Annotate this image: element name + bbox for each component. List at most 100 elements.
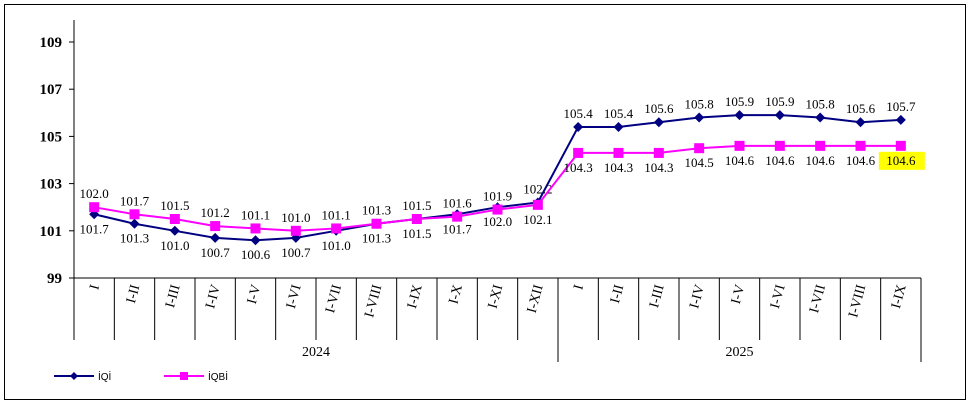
year-label: 2025 bbox=[726, 345, 754, 360]
data-label: 105.6 bbox=[846, 101, 876, 116]
data-label: 101.3 bbox=[362, 231, 391, 246]
x-tick-label: I-VII bbox=[323, 283, 345, 315]
data-label: 101.0 bbox=[281, 210, 310, 225]
square-marker bbox=[250, 223, 261, 234]
diamond-marker bbox=[895, 114, 906, 125]
data-label: 101.7 bbox=[80, 221, 110, 236]
x-tick-label: I-II bbox=[608, 283, 627, 305]
data-label: 105.9 bbox=[725, 94, 754, 109]
x-tick-label: I-V bbox=[245, 283, 265, 306]
y-tick-label: 99 bbox=[47, 271, 62, 287]
diamond-marker bbox=[250, 235, 261, 246]
square-marker bbox=[895, 140, 906, 151]
square-marker bbox=[815, 140, 826, 151]
x-tick-label: I-VII bbox=[807, 283, 829, 315]
x-tick-label: I bbox=[87, 283, 103, 292]
data-label: 102.0 bbox=[80, 186, 109, 201]
x-tick-label: I-II bbox=[124, 283, 143, 305]
diamond-marker bbox=[734, 110, 745, 121]
data-label: 104.6 bbox=[846, 153, 876, 168]
data-label: 105.4 bbox=[564, 106, 594, 121]
square-marker bbox=[694, 143, 705, 154]
x-tick-label: I-VIII bbox=[362, 283, 385, 319]
y-tick-label: 103 bbox=[40, 177, 63, 193]
diamond-marker bbox=[653, 117, 664, 128]
data-label: 101.1 bbox=[241, 207, 270, 222]
square-marker bbox=[532, 199, 543, 210]
square-marker bbox=[855, 140, 866, 151]
diamond-marker bbox=[855, 117, 866, 128]
data-label: 102.2 bbox=[523, 181, 552, 196]
data-label: 104.6 bbox=[725, 153, 755, 168]
square-marker bbox=[452, 211, 463, 222]
data-label: 102.0 bbox=[483, 214, 512, 229]
data-label: 100.7 bbox=[201, 245, 231, 260]
data-label: 104.3 bbox=[644, 160, 673, 175]
x-tick-label: I bbox=[571, 283, 587, 292]
x-tick-label: I-IV bbox=[687, 283, 708, 310]
y-tick-label: 101 bbox=[40, 224, 63, 240]
data-label: 101.0 bbox=[160, 238, 189, 253]
x-tick-label: I-XII bbox=[525, 283, 547, 315]
x-tick-label: I-XI bbox=[486, 283, 507, 310]
diamond-marker bbox=[573, 121, 584, 132]
chart-frame bbox=[4, 4, 966, 400]
x-tick-label: I-VIII bbox=[846, 283, 869, 319]
diamond-marker bbox=[129, 218, 140, 229]
data-label: 104.3 bbox=[564, 160, 593, 175]
data-label: 100.6 bbox=[241, 247, 271, 262]
x-tick-label: I-VI bbox=[768, 283, 789, 310]
square-marker bbox=[734, 140, 745, 151]
diamond-marker bbox=[613, 121, 624, 132]
data-label: 101.5 bbox=[402, 226, 431, 241]
square-marker bbox=[169, 214, 180, 224]
diamond-marker bbox=[815, 112, 826, 123]
data-label: 101.5 bbox=[160, 198, 189, 213]
data-label: 104.6 bbox=[806, 153, 836, 168]
square-marker bbox=[774, 140, 785, 151]
data-label: 101.7 bbox=[443, 221, 473, 236]
data-label: 104.6 bbox=[765, 153, 795, 168]
data-label: 104.3 bbox=[604, 160, 633, 175]
data-label: 101.0 bbox=[322, 238, 351, 253]
square-marker bbox=[613, 147, 624, 158]
data-label: 104.6 bbox=[886, 153, 916, 168]
data-label: 105.8 bbox=[806, 97, 835, 112]
data-label: 101.9 bbox=[483, 189, 512, 204]
diamond-marker bbox=[169, 225, 180, 236]
square-marker bbox=[331, 223, 342, 234]
y-tick-label: 109 bbox=[40, 35, 63, 51]
y-tick-label: 105 bbox=[40, 129, 63, 145]
legend-square-marker bbox=[180, 372, 188, 380]
square-marker bbox=[210, 221, 221, 232]
diamond-marker bbox=[774, 110, 785, 121]
data-label: 101.7 bbox=[120, 193, 150, 208]
x-tick-label: I-IX bbox=[405, 283, 426, 310]
legend-diamond-marker bbox=[70, 372, 78, 380]
data-label: 104.5 bbox=[685, 155, 714, 170]
square-marker bbox=[290, 225, 301, 236]
x-tick-label: I-VI bbox=[284, 283, 305, 310]
x-tick-label: I-III bbox=[163, 283, 184, 310]
square-marker bbox=[411, 214, 422, 224]
x-tick-label: I-IV bbox=[203, 283, 224, 310]
data-label: 102.1 bbox=[523, 212, 552, 227]
data-label: 101.6 bbox=[443, 196, 473, 211]
data-label: 105.4 bbox=[604, 106, 634, 121]
square-marker bbox=[492, 204, 503, 215]
square-marker bbox=[129, 209, 140, 220]
data-label: 101.2 bbox=[201, 205, 230, 220]
square-marker bbox=[371, 218, 382, 229]
data-label: 105.8 bbox=[685, 97, 714, 112]
x-tick-label: I-III bbox=[647, 283, 668, 310]
year-label: 2024 bbox=[302, 345, 330, 360]
data-label: 105.6 bbox=[644, 101, 674, 116]
data-label: 101.3 bbox=[362, 203, 391, 218]
data-label: 101.5 bbox=[402, 198, 431, 213]
legend-label: İQİ bbox=[98, 370, 111, 383]
square-marker bbox=[89, 202, 100, 213]
square-marker bbox=[573, 147, 584, 158]
x-tick-label: I-V bbox=[729, 283, 749, 306]
y-tick-label: 107 bbox=[40, 82, 63, 98]
